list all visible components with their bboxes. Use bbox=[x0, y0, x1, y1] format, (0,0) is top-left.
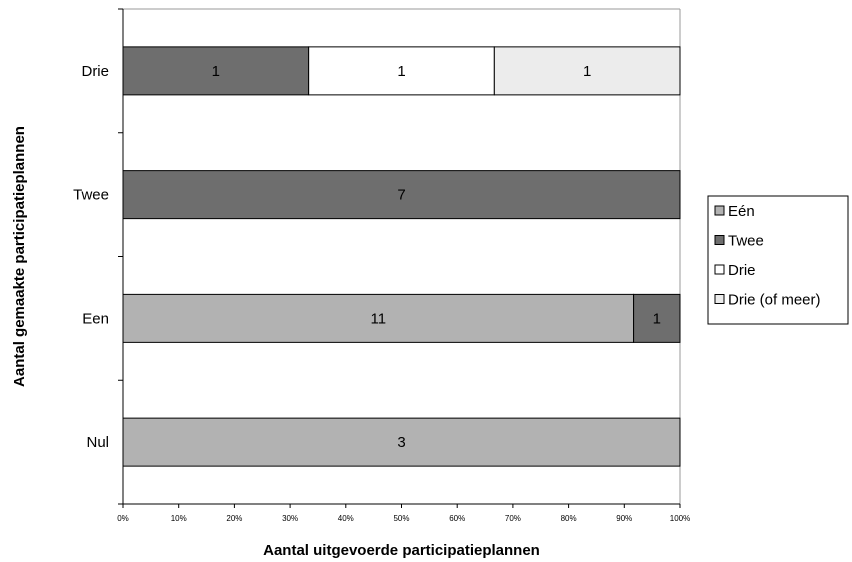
x-tick-label: 0% bbox=[117, 514, 129, 523]
x-tick-label: 80% bbox=[561, 514, 577, 523]
bar-segment bbox=[122, 170, 681, 220]
x-tick-label: 30% bbox=[282, 514, 298, 523]
data-label: 1 bbox=[397, 63, 405, 80]
data-label: 1 bbox=[653, 310, 661, 327]
x-tick-label: 60% bbox=[449, 514, 465, 523]
category-label: Twee bbox=[73, 187, 109, 204]
data-label: 7 bbox=[397, 187, 405, 204]
data-label: 3 bbox=[397, 434, 405, 451]
x-tick-label: 20% bbox=[226, 514, 242, 523]
category-label: Drie bbox=[81, 63, 109, 80]
bar-segment bbox=[493, 46, 681, 96]
bar-segment bbox=[122, 293, 635, 343]
bar-segment bbox=[633, 293, 681, 343]
x-tick-label: 50% bbox=[393, 514, 409, 523]
legend-swatch bbox=[714, 264, 725, 275]
y-axis-title: Aantal gemaakte participatieplannen bbox=[11, 126, 28, 387]
legend-label: Twee bbox=[728, 233, 764, 250]
legend-label: Drie bbox=[728, 262, 756, 279]
legend-swatch bbox=[714, 294, 725, 304]
x-tick-label: 100% bbox=[670, 514, 690, 523]
x-tick-label: 40% bbox=[338, 514, 354, 523]
bar-segment bbox=[122, 417, 681, 467]
x-tick-label: 10% bbox=[171, 514, 187, 523]
x-axis-title: Aantal uitgevoerde participatieplannen bbox=[263, 542, 540, 559]
legend-swatch bbox=[714, 205, 725, 216]
data-label: 11 bbox=[371, 310, 387, 327]
x-tick-label: 70% bbox=[505, 514, 521, 523]
legend-swatch bbox=[714, 235, 725, 245]
bar-segment bbox=[308, 46, 495, 96]
legend-label: Drie (of meer) bbox=[728, 292, 821, 309]
data-label: 1 bbox=[583, 63, 591, 80]
data-label: 1 bbox=[212, 63, 220, 80]
category-label: Nul bbox=[86, 434, 109, 451]
x-tick-label: 90% bbox=[616, 514, 632, 523]
legend-box bbox=[707, 195, 849, 325]
category-label: Een bbox=[82, 310, 109, 327]
legend-label: Eén bbox=[728, 203, 755, 220]
